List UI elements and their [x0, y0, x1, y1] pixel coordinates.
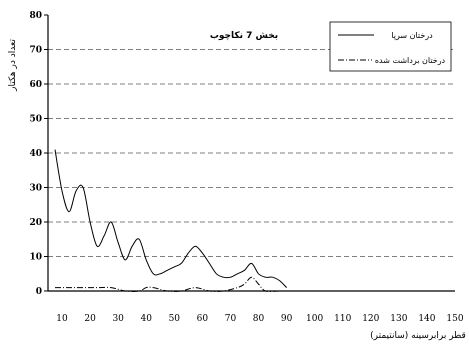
y-tick-label-20: 20	[29, 218, 42, 228]
x-tick-label-70: 70	[225, 314, 237, 324]
x-tick-label-40: 40	[141, 314, 153, 324]
y-tick-label-60: 60	[29, 80, 42, 90]
chart-title: بخش 7 نکاچوب	[210, 31, 278, 41]
series-lines	[54, 149, 287, 292]
y-tick-label-0: 0	[36, 287, 42, 297]
x-tick-label-110: 110	[334, 314, 351, 324]
y-tick-label-70: 70	[29, 46, 42, 56]
x-tick-label-80: 80	[253, 314, 265, 324]
series-line-0	[54, 149, 287, 288]
y-axis-title: تعداد در هکتار	[8, 39, 18, 92]
x-tick-label-50: 50	[169, 314, 181, 324]
x-tick-label-100: 100	[306, 314, 323, 324]
x-tick-label-20: 20	[84, 314, 96, 324]
x-tick-label-30: 30	[112, 314, 124, 324]
axes	[44, 14, 455, 292]
x-axis-title: قطر برابرسینه (سانتیمتر)	[370, 331, 466, 341]
series-line-1	[55, 276, 280, 292]
legend: درختان سرپا درختان برداشت شده	[329, 21, 452, 72]
x-tick-label-150: 150	[446, 314, 463, 324]
legend-label-standing: درختان سرپا	[391, 31, 433, 40]
x-tick-label-60: 60	[197, 314, 209, 324]
y-tick-label-50: 50	[29, 115, 42, 125]
x-tick-label-90: 90	[281, 314, 293, 324]
legend-label-harvested: درختان برداشت شده	[375, 56, 446, 65]
tick-labels: 0 10 20 30 40 50 60 70 80 10 20 30 40 50 60 70 80 90 100 11…	[29, 11, 463, 324]
x-tick-label-130: 130	[390, 314, 407, 324]
x-tick-label-120: 120	[362, 314, 379, 324]
grid-lines	[48, 49, 455, 257]
legend-box	[329, 21, 452, 72]
x-tick-label-10: 10	[56, 314, 68, 324]
y-tick-label-40: 40	[29, 149, 42, 159]
y-tick-label-80: 80	[29, 11, 42, 21]
y-tick-label-10: 10	[29, 253, 42, 263]
x-tick-label-140: 140	[418, 314, 435, 324]
y-tick-label-30: 30	[29, 184, 42, 194]
